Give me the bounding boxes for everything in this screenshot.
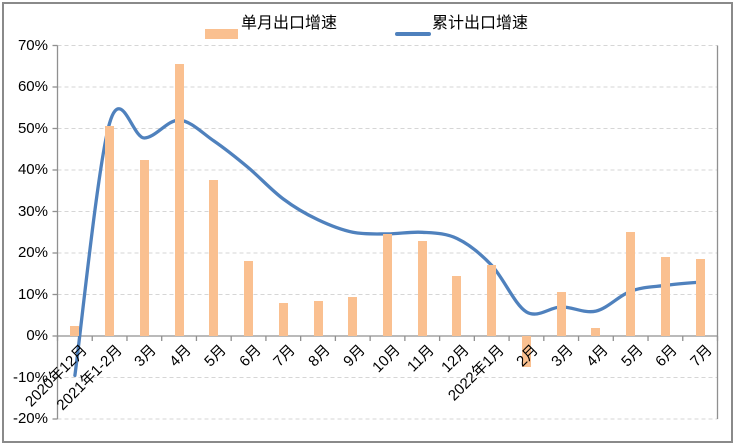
y-axis-label: 70% <box>17 36 48 54</box>
y-axis-label: -20% <box>12 410 48 427</box>
bar-11 <box>452 275 462 336</box>
legend-line-swatch <box>395 32 431 36</box>
bar-3 <box>174 64 184 336</box>
y-axis-label: -10% <box>12 368 48 386</box>
bar-16 <box>626 232 636 336</box>
bar-14 <box>556 292 566 336</box>
bar-13 <box>521 336 531 368</box>
bar-9 <box>383 234 392 336</box>
y-axis-label: 20% <box>17 244 48 261</box>
y-axis-label: 0% <box>26 327 48 344</box>
legend: 单月出口增速 累计出口增速 <box>0 10 737 39</box>
legend-bar-swatch <box>205 29 238 39</box>
bar-18 <box>695 259 705 336</box>
bar-12 <box>487 265 497 336</box>
bar-17 <box>660 257 670 336</box>
bar-4 <box>209 180 219 336</box>
bar-5 <box>244 261 254 336</box>
bar-2 <box>139 159 149 336</box>
y-axis-label: 50% <box>17 119 48 137</box>
bar-0 <box>70 325 80 336</box>
bar-8 <box>348 296 358 336</box>
y-axis-label: 40% <box>17 161 48 178</box>
bar-15 <box>591 327 601 336</box>
cumulative-growth-line <box>73 107 702 378</box>
bar-1 <box>105 126 115 336</box>
y-axis-label: 10% <box>17 285 48 303</box>
legend-line-label: 累计出口增速 <box>432 15 529 32</box>
y-axis-label: 30% <box>17 202 48 220</box>
bar-6 <box>278 302 288 336</box>
bar-10 <box>417 240 427 336</box>
chart-frame <box>2 2 733 443</box>
legend-bar-label: 单月出口增速 <box>241 15 338 32</box>
y-axis-label: 60% <box>17 78 48 95</box>
bar-7 <box>313 300 323 336</box>
